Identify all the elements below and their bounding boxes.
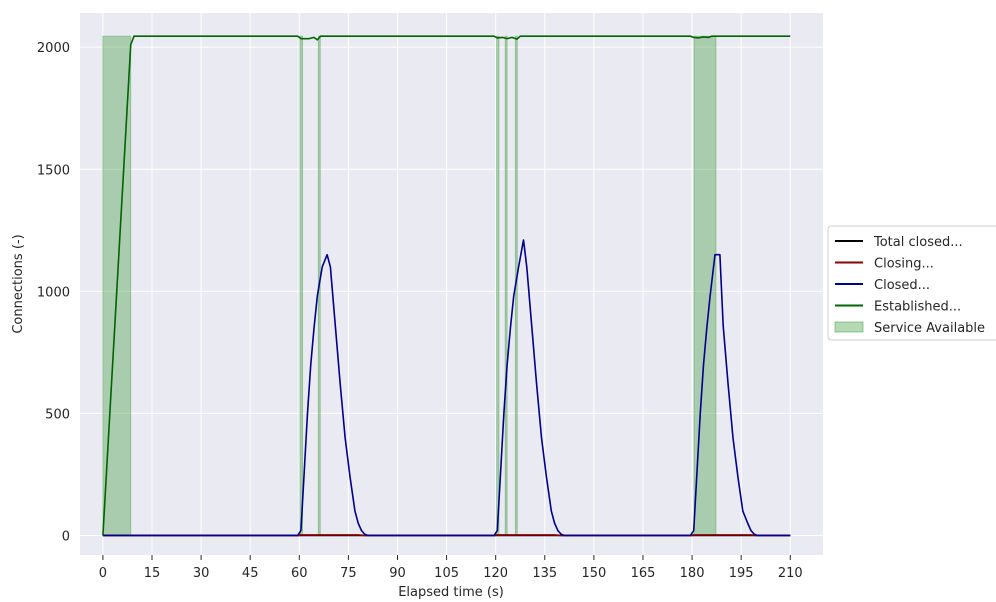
x-tick-labels: 0 15 30 45 60 75 90 105 120 135 150 165 180 195 210 [99, 555, 803, 581]
x-tick-label: 75 [340, 566, 357, 581]
x-tick-label: 135 [532, 566, 557, 581]
y-tick-label: 1000 [37, 285, 70, 300]
legend: Total closed... Closing... Closed... Establ… [827, 225, 996, 341]
x-tick-label: 60 [291, 566, 308, 581]
service-available-span [496, 35, 500, 536]
x-tick-label: 150 [581, 566, 606, 581]
legend-label: Closed... [874, 278, 930, 293]
legend-swatch [834, 321, 864, 333]
service-available-span [299, 35, 303, 536]
grid [80, 13, 823, 555]
x-axis-title: Elapsed time (s) [398, 585, 504, 600]
x-tick-label: 120 [483, 566, 508, 581]
series-lines [102, 35, 791, 537]
y-tick-label: 2000 [37, 41, 70, 56]
legend-label: Established... [874, 300, 961, 315]
legend-label: Service Available [874, 321, 985, 336]
x-tick-label: 165 [631, 566, 656, 581]
x-tick-label: 15 [144, 566, 161, 581]
x-tick-label: 45 [242, 566, 259, 581]
legend-label: Total closed... [873, 235, 963, 250]
series-line-4 [102, 35, 791, 536]
service-available-span [504, 35, 508, 536]
x-tick-label: 90 [389, 566, 406, 581]
x-tick-label: 0 [99, 566, 107, 581]
x-tick-label: 210 [778, 566, 803, 581]
x-tick-label: 105 [434, 566, 459, 581]
y-axis-title: Connections (-) [11, 234, 26, 333]
plot-background [80, 13, 823, 555]
y-tick-label: 500 [45, 407, 70, 422]
series-line-3 [102, 239, 791, 537]
x-tick-label: 30 [193, 566, 210, 581]
x-tick-label: 195 [729, 566, 754, 581]
x-tick-label: 180 [680, 566, 705, 581]
y-tick-label: 0 [62, 529, 70, 544]
y-tick-label: 1500 [37, 163, 70, 178]
legend-box [827, 225, 996, 341]
y-tick-labels: 0 500 1000 1500 2000 [37, 41, 70, 544]
legend-label: Closing... [874, 257, 934, 272]
